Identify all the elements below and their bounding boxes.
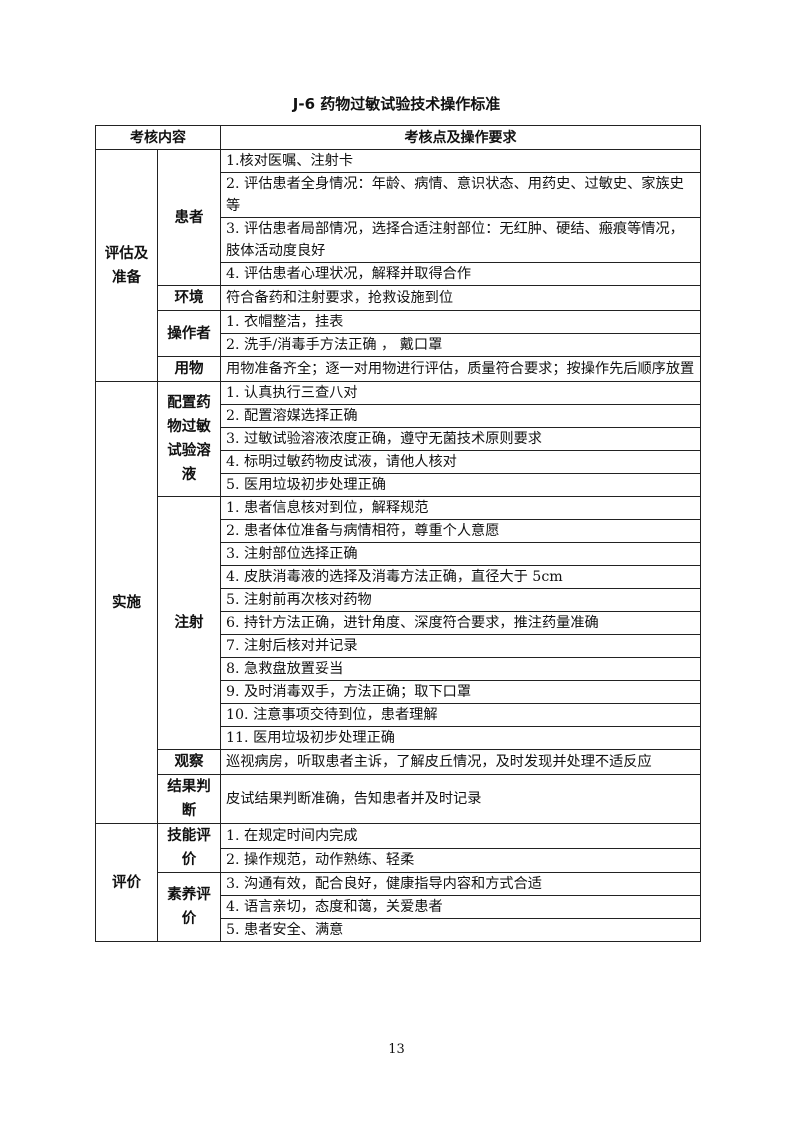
- group-label: 操作者: [157, 310, 221, 357]
- requirement-item: 7. 注射后核对并记录: [220, 634, 701, 658]
- requirement-item: 1. 患者信息核对到位，解释规范: [220, 496, 701, 520]
- requirement-item: 3. 过敏试验溶液浓度正确，遵守无菌技术原则要求: [220, 427, 701, 451]
- document-title: J-6 药物过敏试验技术操作标准: [292, 95, 501, 113]
- requirement-item: 4. 皮肤消毒液的选择及消毒方法正确，直径大于 5cm: [220, 565, 701, 589]
- assessment-table: 考核内容 考核点及操作要求 评估及准备 患者 1.核对医嘱、注射卡 2. 评估患者全身…: [95, 125, 701, 942]
- table-row: 素养评价 3. 沟通有效，配合良好，健康指导内容和方式合适: [96, 872, 701, 942]
- table-row: 4. 标明过敏药物皮试液，请他人核对: [96, 450, 701, 474]
- group-label: 配置药物过敏试验溶液: [157, 381, 221, 497]
- table-row: 操作者 1. 衣帽整洁，挂表: [96, 310, 701, 357]
- table-row: 3. 评估患者局部情况，选择合适注射部位：无红肿、硬结、瘢痕等情况，肢体活动度良…: [96, 217, 701, 263]
- table-header-row: 考核内容 考核点及操作要求: [95, 125, 701, 150]
- requirement-item: 9. 及时消毒双手，方法正确；取下口罩: [220, 680, 701, 704]
- table-row: 4. 语言亲切，态度和蔼，关爱患者: [96, 895, 701, 919]
- table-row: 环境 符合备药和注射要求，抢救设施到位: [96, 285, 701, 311]
- table-row: 5. 医用垃圾初步处理正确: [96, 473, 701, 497]
- group-label: 素养评价: [157, 872, 221, 942]
- table-row: 3. 过敏试验溶液浓度正确，遵守无菌技术原则要求: [96, 427, 701, 451]
- requirement-item: 巡视病房，听取患者主诉，了解皮丘情况，及时发现并处理不适反应: [220, 749, 701, 775]
- requirement-item: 11. 医用垃圾初步处理正确: [220, 726, 701, 750]
- requirement-item: 1. 认真执行三查八对: [220, 381, 701, 405]
- group-label: 患者: [157, 149, 221, 286]
- table-row: 注射 1. 患者信息核对到位，解释规范: [96, 496, 701, 750]
- requirement-item: 4. 评估患者心理状况，解释并取得合作: [220, 262, 701, 286]
- group-label: 注射: [157, 496, 221, 750]
- group-label: 环境: [157, 285, 221, 311]
- requirement-item: 符合备药和注射要求，抢救设施到位: [220, 285, 701, 311]
- table-row: 评价 技能评价 1. 在规定时间内完成: [95, 823, 701, 942]
- table-row: 观察 巡视病房，听取患者主诉，了解皮丘情况，及时发现并处理不适反应: [96, 749, 701, 775]
- group-label: 结果判断: [157, 774, 221, 824]
- group-label: 技能评价: [157, 823, 221, 873]
- header-content: 考核内容: [95, 125, 221, 150]
- requirement-item: 2. 评估患者全身情况：年龄、病情、意识状态、用药史、过敏史、家族史等: [220, 172, 701, 218]
- requirement-item: 5. 患者安全、满意: [220, 918, 701, 942]
- section-label: 评估及准备: [95, 149, 158, 382]
- table-row: 评估及准备 患者 1.核对医嘱、注射卡: [95, 149, 701, 382]
- requirement-item: 3. 评估患者局部情况，选择合适注射部位：无红肿、硬结、瘢痕等情况，肢体活动度良…: [220, 217, 701, 263]
- page-number: 13: [388, 1042, 405, 1057]
- table-row: 3. 注射部位选择正确: [96, 542, 701, 566]
- table-row: 实施 配置药物过敏试验溶液 1. 认真执行三查八对: [95, 381, 701, 824]
- requirement-item: 4. 标明过敏药物皮试液，请他人核对: [220, 450, 701, 474]
- table-row: 5. 患者安全、满意: [96, 918, 701, 942]
- requirement-item: 1.核对医嘱、注射卡: [220, 149, 701, 173]
- group-label: 用物: [157, 356, 221, 382]
- requirement-item: 4. 语言亲切，态度和蔼，关爱患者: [220, 895, 701, 919]
- section-label: 评价: [95, 823, 158, 942]
- table-row: 结果判断 皮试结果判断准确，告知患者并及时记录: [96, 774, 701, 824]
- table-body: 评估及准备 患者 1.核对医嘱、注射卡 2. 评估患者全身情况：年龄、病情、意识状态、…: [95, 149, 701, 942]
- requirement-item: 5. 医用垃圾初步处理正确: [220, 473, 701, 497]
- requirement-item: 2. 配置溶媒选择正确: [220, 404, 701, 428]
- requirement-item: 2. 操作规范，动作熟练、轻柔: [220, 847, 701, 873]
- table-row: 6. 持针方法正确，进针角度、深度符合要求，推注药量准确: [96, 611, 701, 635]
- requirement-item: 3. 沟通有效，配合良好，健康指导内容和方式合适: [220, 872, 701, 896]
- requirement-item: 10. 注意事项交待到位，患者理解: [220, 703, 701, 727]
- requirement-item: 2. 患者体位准备与病情相符，尊重个人意愿: [220, 519, 701, 543]
- section-label: 实施: [95, 381, 158, 824]
- header-requirements: 考核点及操作要求: [220, 125, 701, 150]
- table-row: 2. 配置溶媒选择正确: [96, 404, 701, 428]
- requirement-item: 8. 急救盘放置妥当: [220, 657, 701, 681]
- requirement-item: 1. 衣帽整洁，挂表: [220, 310, 701, 334]
- requirement-item: 3. 注射部位选择正确: [220, 542, 701, 566]
- requirement-item: 1. 在规定时间内完成: [220, 823, 701, 849]
- table-row: 用物 用物准备齐全；逐一对用物进行评估，质量符合要求；按操作先后顺序放置: [96, 356, 701, 382]
- table-row: 2. 洗手/消毒手方法正确 ， 戴口罩: [96, 333, 701, 357]
- group-label: 观察: [157, 749, 221, 775]
- table-row: 2. 评估患者全身情况：年龄、病情、意识状态、用药史、过敏史、家族史等: [96, 172, 701, 218]
- requirement-item: 2. 洗手/消毒手方法正确 ， 戴口罩: [220, 333, 701, 357]
- requirement-item: 5. 注射前再次核对药物: [220, 588, 701, 612]
- requirement-item: 皮试结果判断准确，告知患者并及时记录: [220, 774, 701, 824]
- requirement-item: 用物准备齐全；逐一对用物进行评估，质量符合要求；按操作先后顺序放置: [220, 356, 701, 382]
- table-row: 9. 及时消毒双手，方法正确；取下口罩: [96, 680, 701, 704]
- requirement-item: 6. 持针方法正确，进针角度、深度符合要求，推注药量准确: [220, 611, 701, 635]
